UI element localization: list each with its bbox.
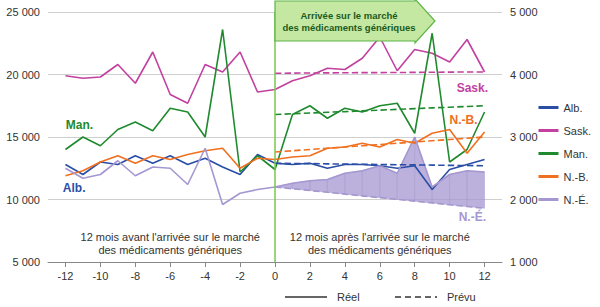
svg-text:des médicaments génériques: des médicaments génériques <box>98 244 242 256</box>
svg-text:N.-É.: N.-É. <box>563 194 588 206</box>
svg-text:Alb.: Alb. <box>563 102 582 114</box>
svg-text:N.-B.: N.-B. <box>450 113 478 127</box>
svg-text:-8: -8 <box>130 270 140 282</box>
svg-text:12 mois avant l'arrivée sur le: 12 mois avant l'arrivée sur le marché <box>81 231 260 243</box>
svg-text:15 000: 15 000 <box>6 131 40 143</box>
svg-text:Sask.: Sask. <box>457 81 488 95</box>
svg-text:6: 6 <box>377 270 383 282</box>
svg-text:Alb.: Alb. <box>63 181 86 195</box>
svg-text:des médicaments génériques: des médicaments génériques <box>282 22 415 33</box>
svg-text:N.-B.: N.-B. <box>563 171 588 183</box>
svg-text:N.-É.: N.-É. <box>459 209 486 224</box>
svg-text:4: 4 <box>342 270 348 282</box>
svg-text:-6: -6 <box>165 270 175 282</box>
svg-text:Sask.: Sask. <box>563 125 591 137</box>
svg-text:des médicaments génériques: des médicaments génériques <box>308 244 452 256</box>
svg-text:10: 10 <box>443 270 455 282</box>
svg-text:-2: -2 <box>235 270 245 282</box>
svg-text:-4: -4 <box>200 270 210 282</box>
svg-text:3 000: 3 000 <box>510 131 538 143</box>
svg-text:2 000: 2 000 <box>510 194 538 206</box>
svg-text:12: 12 <box>478 270 490 282</box>
svg-text:Man.: Man. <box>563 148 587 160</box>
svg-text:12 mois après l'arrivée sur le: 12 mois après l'arrivée sur le marché <box>290 231 470 243</box>
svg-text:0: 0 <box>272 270 278 282</box>
svg-text:2: 2 <box>307 270 313 282</box>
svg-text:5 000: 5 000 <box>12 256 40 268</box>
svg-text:Arrivée sur le marché: Arrivée sur le marché <box>300 10 397 21</box>
svg-text:-12: -12 <box>58 270 74 282</box>
svg-text:4 000: 4 000 <box>510 69 538 81</box>
svg-text:8: 8 <box>412 270 418 282</box>
svg-text:25 000: 25 000 <box>6 6 40 18</box>
svg-text:1 000: 1 000 <box>510 256 538 268</box>
svg-text:10 000: 10 000 <box>6 194 40 206</box>
svg-text:5 000: 5 000 <box>510 6 538 18</box>
svg-text:Man.: Man. <box>66 118 93 132</box>
svg-text:-10: -10 <box>92 270 108 282</box>
svg-text:Prévu: Prévu <box>447 291 476 303</box>
svg-text:20 000: 20 000 <box>6 69 40 81</box>
svg-text:Réel: Réel <box>337 291 360 303</box>
